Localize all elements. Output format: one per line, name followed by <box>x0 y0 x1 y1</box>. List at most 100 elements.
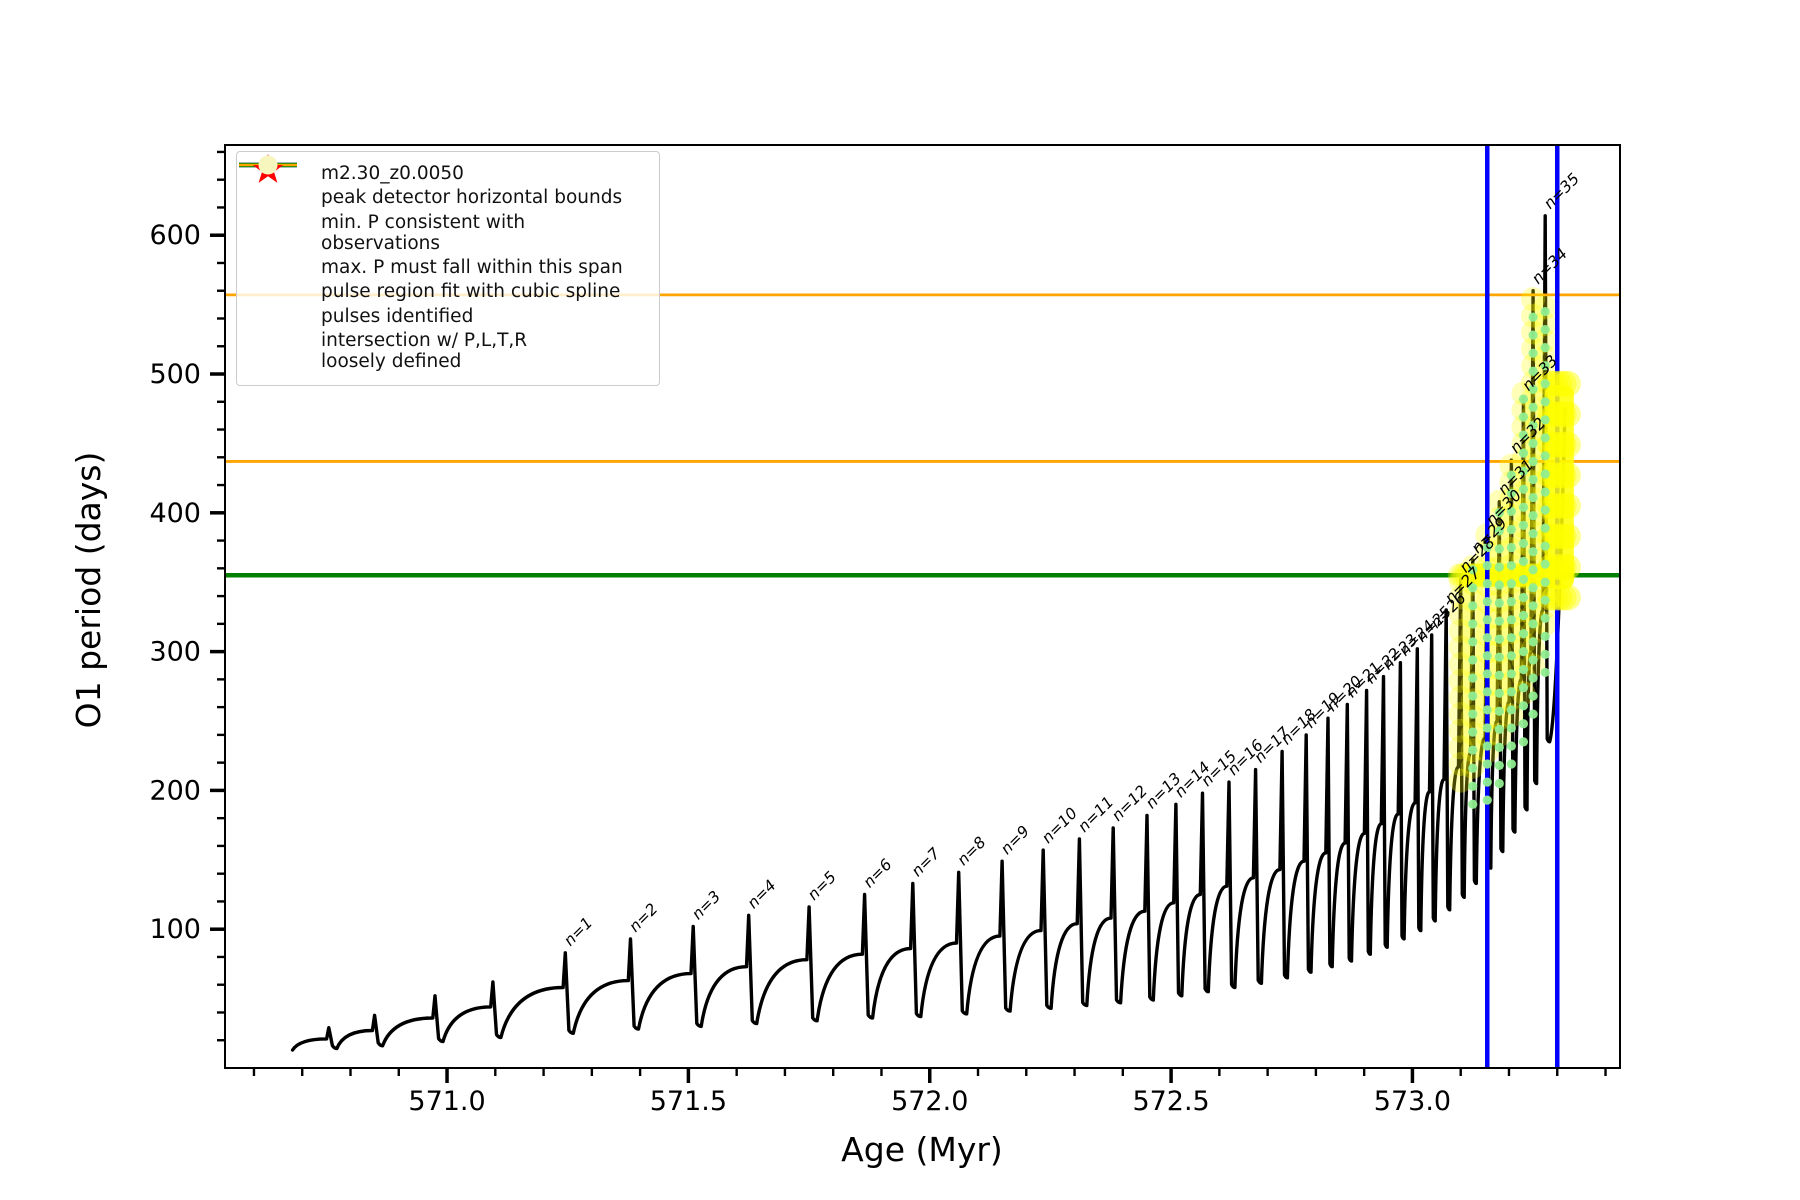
spline-fit-dot <box>1506 759 1516 769</box>
pulse-label: n=10 <box>1038 804 1081 847</box>
intersection-marker <box>1554 401 1581 428</box>
intersection-marker <box>1448 668 1473 693</box>
spline-fit-dot <box>1518 628 1529 639</box>
legend-item-5: pulses identified <box>247 154 645 327</box>
spline-fit-dot <box>1540 613 1550 623</box>
spline-fit-dot <box>1540 451 1550 461</box>
intersection-marker <box>1550 584 1577 611</box>
axes-frame <box>224 144 1621 1069</box>
intersection-marker <box>1533 611 1558 636</box>
spline-fit-dot <box>1482 651 1492 661</box>
legend-item-label: pulse region fit with cubic spline <box>321 281 621 303</box>
spline-fit-dot <box>1482 615 1492 625</box>
spline-fit-dot <box>1494 688 1504 698</box>
spline-fit-dot <box>1540 631 1550 641</box>
spline-fit-dot <box>1468 745 1478 755</box>
intersection-marker <box>1461 563 1486 588</box>
spline-fit-dot <box>1468 709 1478 719</box>
intersection-marker <box>1541 553 1568 580</box>
intersection-marker <box>1499 486 1524 511</box>
intersection-marker <box>1460 638 1485 663</box>
intersection-marker <box>1487 672 1512 697</box>
x-tick-label: 572.0 <box>891 1086 968 1117</box>
intersection-marker <box>1487 689 1512 714</box>
spline-fit-dot <box>1540 649 1550 659</box>
spline-fit-dot <box>1482 741 1492 751</box>
intersection-marker <box>1487 489 1512 514</box>
y-tick-label: 200 <box>149 775 201 806</box>
spline-fit-dot <box>1528 366 1538 376</box>
spline-fit-dot <box>1518 484 1529 494</box>
intersection-marker <box>1550 523 1577 550</box>
intersection-marker <box>1521 636 1546 661</box>
intersection-marker <box>1550 462 1577 489</box>
intersection-marker <box>1521 420 1546 445</box>
spline-fit-dot <box>1528 619 1538 629</box>
spline-fit-dot <box>1528 438 1538 449</box>
intersection-marker <box>1546 584 1573 611</box>
spline-fit-dot <box>1518 502 1529 512</box>
intersection-marker <box>1554 431 1581 458</box>
intersection-marker <box>1448 618 1473 643</box>
intersection-marker <box>1448 635 1473 660</box>
intersection-marker <box>1541 462 1568 489</box>
pulse-label: n=8 <box>954 833 990 869</box>
intersection-marker <box>1511 631 1536 656</box>
intersection-marker <box>1550 401 1577 428</box>
intersection-marker <box>1487 563 1512 588</box>
spline-fit-dot <box>1518 412 1529 422</box>
spline-fit-dot <box>1494 580 1504 590</box>
intersection-marker <box>1554 462 1581 489</box>
intersection-dense-patch <box>1544 385 1574 590</box>
spline-fit-dot <box>1518 466 1529 476</box>
intersection-marker <box>1498 563 1523 588</box>
intersection-marker <box>1487 656 1512 681</box>
spline-fit-dot <box>1506 651 1516 661</box>
spline-fit-dot <box>1518 719 1529 729</box>
spline-fit-dot <box>1540 415 1550 425</box>
x-tick-label: 573.0 <box>1374 1086 1451 1117</box>
intersection-marker <box>1448 602 1473 627</box>
spline-fit-dot <box>1540 541 1550 551</box>
spline-fit-dot <box>1506 723 1516 733</box>
intersection-marker <box>1550 492 1577 519</box>
spline-fit-dot <box>1528 691 1538 701</box>
spline-fit-dot <box>1506 687 1516 697</box>
intersection-marker <box>1546 462 1573 489</box>
intersection-marker <box>1511 664 1536 689</box>
intersection-marker <box>1460 671 1485 696</box>
spline-fit-dot <box>1468 763 1478 773</box>
spline-fit-dot <box>1494 526 1504 536</box>
legend: m2.30_z0.0050 peak detector horizontal bo… <box>236 151 660 387</box>
spline-fit-dot <box>1528 565 1538 575</box>
spline-fit-dot <box>1528 655 1538 665</box>
pulse-label: n=6 <box>860 855 896 891</box>
spline-fit-dot <box>1518 448 1529 458</box>
spline-fit-dot <box>1482 633 1492 643</box>
intersection-marker <box>1511 398 1536 423</box>
intersection-marker <box>1554 553 1581 580</box>
spline-fit-dot <box>1494 742 1504 752</box>
spline-fit-dot <box>1540 343 1550 353</box>
spline-fit-dot <box>1540 361 1550 371</box>
intersection-marker <box>1546 553 1573 580</box>
intersection-marker <box>1521 403 1546 428</box>
intersection-marker <box>1554 492 1581 519</box>
spline-fit-dot <box>1528 384 1538 394</box>
spline-fit-dot <box>1540 595 1550 605</box>
spline-fit-dot <box>1518 683 1529 693</box>
intersection-marker <box>1546 492 1573 519</box>
spline-fit-dot <box>1482 795 1492 805</box>
intersection-marker <box>1546 523 1573 550</box>
legend-item-label: peak detector horizontal bounds <box>321 187 623 209</box>
spline-fit-dot <box>1494 670 1504 680</box>
spline-fit-dot <box>1528 709 1538 719</box>
spline-fit-dot <box>1468 565 1478 575</box>
spline-fit-dot <box>1506 470 1516 480</box>
intersection-marker <box>1460 588 1485 613</box>
spline-fit-dot <box>1468 637 1478 647</box>
x-tick-label: 572.5 <box>1132 1086 1209 1117</box>
intersection-marker <box>1533 312 1558 337</box>
intersection-marker <box>1499 653 1524 678</box>
